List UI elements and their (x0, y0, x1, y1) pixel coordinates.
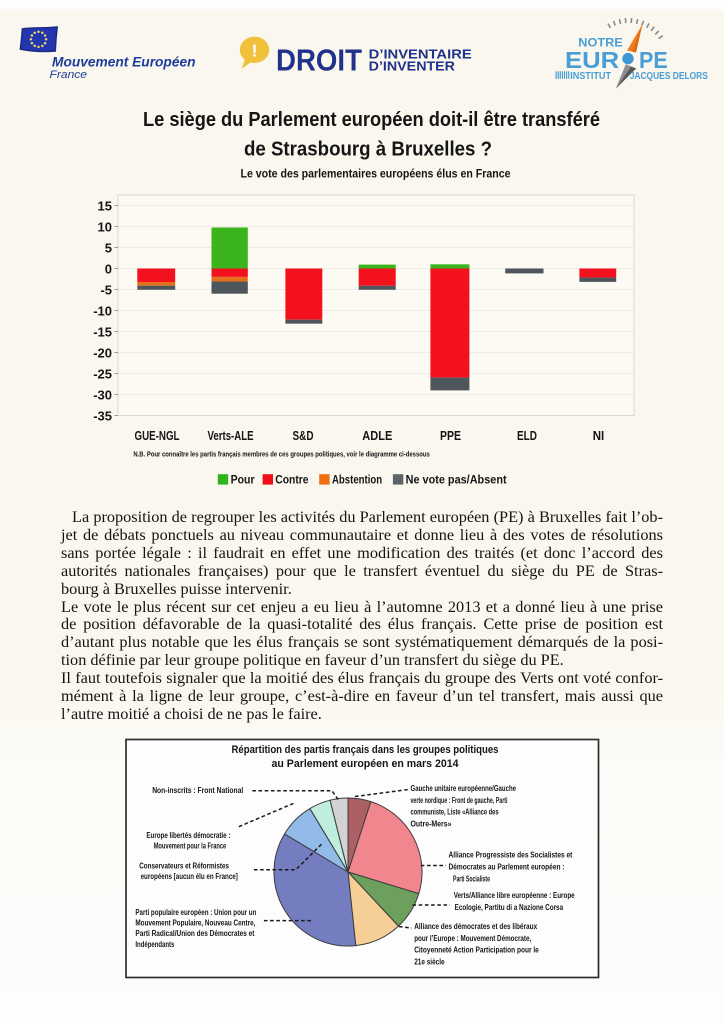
svg-text:Ecologie, Partitu di a Nazione: Ecologie, Partitu di a Nazione Corsa (455, 903, 564, 912)
svg-text:-35: -35 (93, 409, 112, 424)
svg-text:communiste, Liste «Alliance de: communiste, Liste «Alliance des (411, 808, 499, 817)
svg-text:au Parlement européen en mars: au Parlement européen en mars 2014 (272, 758, 460, 770)
svg-text:de Strasbourg à Bruxelles ?: de Strasbourg à Bruxelles ? (244, 139, 492, 161)
svg-text:DROIT: DROIT (276, 43, 362, 78)
svg-text:D’INVENTAIRE: D’INVENTAIRE (369, 47, 472, 62)
svg-text:EUR: EUR (565, 47, 619, 73)
svg-text:Mouvement pour la France: Mouvement pour la France (154, 842, 227, 851)
svg-text:Parti Socialiste: Parti Socialiste (453, 874, 490, 883)
svg-text:verte nordique : Front de gauc: verte nordique : Front de gauche, Parti (411, 796, 508, 805)
svg-text:Non-inscrits : Front National: Non-inscrits : Front National (152, 786, 243, 795)
svg-text:NI: NI (593, 428, 605, 443)
svg-text:-20: -20 (93, 346, 112, 361)
svg-text:Mouvement Européen: Mouvement Européen (52, 55, 195, 70)
svg-text:Abstention: Abstention (332, 473, 382, 487)
svg-text:France: France (50, 69, 88, 81)
svg-text:Outre-Mers»: Outre-Mers» (411, 820, 452, 829)
svg-text:S&D: S&D (293, 428, 314, 443)
svg-text:N.B. Pour connaître les partis: N.B. Pour connaître les partis français … (133, 449, 429, 458)
svg-text:Alliance des démocrates et des: Alliance des démocrates et des libéraux (414, 922, 537, 931)
svg-text:Verts-ALE: Verts-ALE (208, 428, 254, 443)
svg-text:Gauche unitaire européenne/Gau: Gauche unitaire européenne/Gauche (411, 784, 517, 793)
svg-text:Verts/Alliance libre européenn: Verts/Alliance libre européenne : Europe (454, 891, 575, 900)
svg-text:Indépendants: Indépendants (135, 940, 174, 949)
svg-text:pour l’Europe : Mouvement Démo: pour l’Europe : Mouvement Démocrate, (414, 934, 531, 943)
svg-text:!: ! (252, 41, 258, 61)
svg-text:-5: -5 (100, 283, 112, 298)
svg-text:-10: -10 (93, 304, 112, 319)
svg-text:Conservateurs et Réformistes: Conservateurs et Réformistes (139, 861, 229, 870)
svg-text:Alliance Progressiste des Soci: Alliance Progressiste des Socialistes et (449, 851, 573, 860)
svg-text:Démocrates au Parlement europé: Démocrates au Parlement européen : (449, 863, 565, 872)
svg-text:21e siècle: 21e siècle (414, 958, 445, 967)
svg-text:Mouvement Populaire, Nouveau C: Mouvement Populaire, Nouveau Centre, (135, 919, 255, 928)
svg-text:JACQUES DELORS: JACQUES DELORS (630, 71, 708, 82)
svg-text:Europe libertés démocratie :: Europe libertés démocratie : (146, 831, 230, 840)
svg-text:Répartition des partis françai: Répartition des partis français dans les… (232, 744, 499, 756)
svg-text:PPE: PPE (440, 428, 461, 443)
svg-text:15: 15 (98, 199, 112, 214)
svg-text:Pour: Pour (231, 473, 255, 487)
svg-text:Parti Radical/Union des Démocr: Parti Radical/Union des Démocrates et (135, 929, 254, 938)
svg-text:10: 10 (98, 220, 112, 235)
svg-text:-30: -30 (93, 388, 112, 403)
svg-text:NOTRE: NOTRE (578, 36, 623, 50)
svg-text:-15: -15 (93, 325, 112, 340)
svg-text:européens [aucun élu en France: européens [aucun élu en France] (141, 872, 238, 881)
svg-text:ADLE: ADLE (362, 428, 392, 443)
svg-text:INSTITUT: INSTITUT (570, 71, 611, 82)
svg-text:D’INVENTER: D’INVENTER (369, 59, 456, 74)
svg-text:-25: -25 (93, 367, 112, 382)
svg-text:Le vote des parlementaires eur: Le vote des parlementaires européens élu… (241, 167, 511, 181)
svg-text:PE: PE (639, 47, 668, 73)
svg-text:Citoyenneté Action Participati: Citoyenneté Action Participation pour le (414, 946, 539, 955)
svg-text:GUE-NGL: GUE-NGL (135, 428, 180, 443)
svg-text:0: 0 (105, 262, 112, 277)
svg-text:5: 5 (105, 241, 112, 256)
svg-text:Parti populaire européen : Uni: Parti populaire européen : Union pour un (135, 908, 256, 917)
svg-text:Le siège du Parlement européen: Le siège du Parlement européen doit-il ê… (143, 109, 600, 131)
svg-text:Contre: Contre (275, 473, 308, 487)
svg-text:Ne vote pas/Absent: Ne vote pas/Absent (406, 473, 507, 487)
svg-text:ELD: ELD (517, 428, 537, 443)
